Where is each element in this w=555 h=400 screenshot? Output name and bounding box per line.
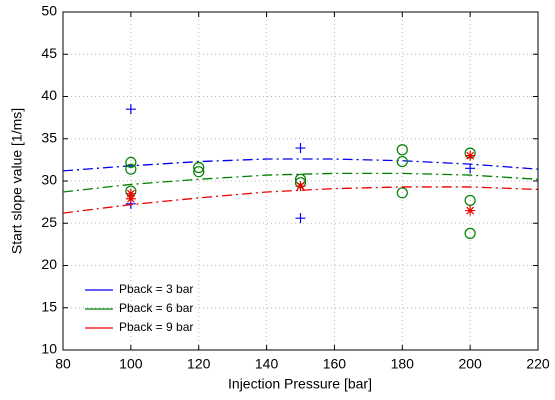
x-tick-label: 80 xyxy=(55,356,71,372)
x-tick-label: 120 xyxy=(187,356,211,372)
point xyxy=(295,181,306,192)
legend-label: Pback = 6 bar xyxy=(119,301,193,315)
y-tick-label: 45 xyxy=(41,45,57,61)
point xyxy=(125,104,136,115)
x-tick-label: 100 xyxy=(119,356,143,372)
point xyxy=(464,194,476,207)
x-axis-label: Injection Pressure [bar] xyxy=(228,376,372,392)
point xyxy=(465,150,476,161)
x-tick-label: 200 xyxy=(458,356,482,372)
point xyxy=(465,163,476,174)
point xyxy=(396,155,408,168)
point xyxy=(465,205,476,216)
x-tick-label: 180 xyxy=(391,356,415,372)
point xyxy=(295,143,306,154)
y-tick-label: 40 xyxy=(41,87,57,103)
point xyxy=(125,163,137,175)
y-tick-label: 25 xyxy=(41,214,57,230)
y-tick-label: 30 xyxy=(41,172,57,188)
point xyxy=(125,193,136,204)
y-tick-label: 35 xyxy=(41,129,57,145)
x-tick-label: 220 xyxy=(526,356,550,372)
point xyxy=(295,213,306,224)
y-tick-label: 10 xyxy=(41,341,57,357)
y-tick-label: 50 xyxy=(41,3,57,19)
legend-label: Pback = 3 bar xyxy=(119,282,193,296)
legend-label: Pback = 9 bar xyxy=(119,320,193,334)
x-tick-label: 160 xyxy=(323,356,347,372)
point xyxy=(125,188,136,199)
plot-area xyxy=(63,12,538,350)
point xyxy=(193,161,205,174)
point xyxy=(464,227,476,239)
point xyxy=(396,144,408,156)
y-tick-label: 15 xyxy=(41,298,57,314)
point xyxy=(193,166,205,178)
plot-frame xyxy=(62,11,539,351)
y-axis-label: Start slope value [1/ms] xyxy=(9,108,25,254)
y-tick-label: 20 xyxy=(41,256,57,272)
x-tick-label: 140 xyxy=(255,356,279,372)
point xyxy=(396,187,408,199)
point xyxy=(125,156,137,169)
